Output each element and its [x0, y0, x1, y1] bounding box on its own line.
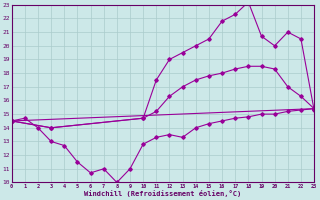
X-axis label: Windchill (Refroidissement éolien,°C): Windchill (Refroidissement éolien,°C) — [84, 190, 242, 197]
